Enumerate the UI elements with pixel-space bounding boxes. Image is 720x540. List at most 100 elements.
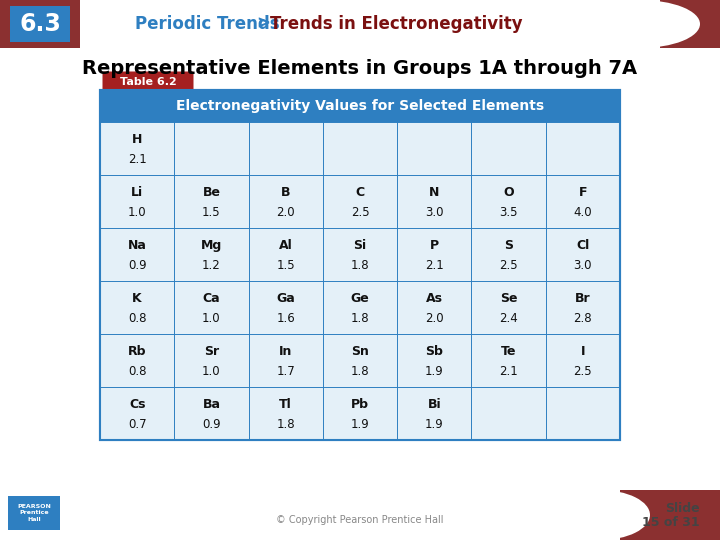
Text: Ga: Ga [276,292,295,305]
Text: 4.0: 4.0 [574,206,592,219]
Text: 1.8: 1.8 [351,259,369,272]
Text: Rb: Rb [128,345,146,358]
Text: 1.9: 1.9 [351,417,369,430]
Text: Se: Se [500,292,518,305]
Text: © Copyright Pearson Prentice Hall: © Copyright Pearson Prentice Hall [276,515,444,525]
Text: O: O [503,186,514,199]
Text: 6.3: 6.3 [19,12,61,36]
Text: K: K [132,292,142,305]
Bar [100,175,620,228]
Bar [100,122,620,175]
Bar [100,90,620,440]
Text: 1.9: 1.9 [425,364,444,377]
Text: 1.5: 1.5 [276,259,295,272]
Text: 1.0: 1.0 [128,206,146,219]
Text: Tl: Tl [279,398,292,411]
Text: I: I [580,345,585,358]
Text: 2.8: 2.8 [574,312,592,325]
Text: 1.0: 1.0 [202,364,221,377]
Bar [100,90,620,122]
Text: 2.1: 2.1 [499,364,518,377]
Bar [100,90,620,440]
Text: Si: Si [354,239,366,252]
Text: Mg: Mg [201,239,222,252]
Text: Cs: Cs [129,398,145,411]
Text: H: H [132,133,143,146]
Text: Na: Na [127,239,147,252]
Text: Ge: Ge [351,292,369,305]
Bar [0,490,590,540]
Text: In: In [279,345,292,358]
Text: Ca: Ca [202,292,220,305]
Text: 2.1: 2.1 [425,259,444,272]
Text: Te: Te [501,345,516,358]
Text: Sr: Sr [204,345,219,358]
Text: 2.5: 2.5 [351,206,369,219]
Text: B: B [281,186,290,199]
Bar [8,496,60,530]
Bar [100,387,620,440]
Text: 1.6: 1.6 [276,312,295,325]
Text: As: As [426,292,443,305]
Text: Trends in Electronegativity: Trends in Electronegativity [270,15,523,33]
Text: 15 of 31: 15 of 31 [642,516,700,529]
Text: 1.0: 1.0 [202,312,221,325]
Text: Representative Elements in Groups 1A through 7A: Representative Elements in Groups 1A thr… [82,58,638,78]
Text: Sb: Sb [426,345,444,358]
Text: 1.9: 1.9 [425,417,444,430]
Text: Periodic Trends: Periodic Trends [135,15,279,33]
Bar [100,281,620,334]
Bar [0,490,720,540]
Text: 0.8: 0.8 [128,364,146,377]
Text: 2.5: 2.5 [574,364,592,377]
Text: 3.5: 3.5 [500,206,518,219]
Text: Table 6.2: Table 6.2 [120,77,176,87]
Text: Li: Li [131,186,143,199]
Bar [100,334,620,387]
Text: Electronegativity Values for Selected Elements: Electronegativity Values for Selected El… [176,99,544,113]
Text: 2.1: 2.1 [127,153,146,166]
Text: 3.0: 3.0 [574,259,592,272]
Text: F: F [579,186,587,199]
Bar [10,6,70,42]
Text: PEARSON
Prentice
Hall: PEARSON Prentice Hall [17,504,51,522]
Text: 2.0: 2.0 [276,206,295,219]
Text: Ba: Ba [202,398,220,411]
Text: P: P [430,239,439,252]
Text: 2.5: 2.5 [499,259,518,272]
Bar [100,228,620,281]
Text: 0.7: 0.7 [128,417,146,430]
Text: N: N [429,186,439,199]
Text: C: C [356,186,364,199]
Text: 3.0: 3.0 [425,206,444,219]
Text: 0.9: 0.9 [202,417,221,430]
Text: 0.8: 0.8 [128,312,146,325]
FancyBboxPatch shape [102,71,194,92]
Text: Bi: Bi [428,398,441,411]
Text: 1.7: 1.7 [276,364,295,377]
Text: Cl: Cl [576,239,590,252]
Bar [80,0,660,48]
Text: Slide: Slide [665,502,700,515]
Ellipse shape [550,490,650,540]
Text: Sn: Sn [351,345,369,358]
Text: Al: Al [279,239,292,252]
Text: 2.0: 2.0 [425,312,444,325]
Ellipse shape [580,0,700,48]
Text: 1.8: 1.8 [351,364,369,377]
Bar [0,490,720,540]
Text: 2.4: 2.4 [499,312,518,325]
Text: 1.8: 1.8 [351,312,369,325]
Text: 1.5: 1.5 [202,206,221,219]
Bar [0,490,620,540]
Text: Be: Be [202,186,220,199]
Text: 0.9: 0.9 [128,259,146,272]
Text: Br: Br [575,292,590,305]
Text: 1.8: 1.8 [276,417,295,430]
Bar [0,0,720,48]
Bar [80,0,620,48]
Text: Pb: Pb [351,398,369,411]
Text: S: S [504,239,513,252]
Text: 1.2: 1.2 [202,259,221,272]
Text: >: > [256,15,270,33]
